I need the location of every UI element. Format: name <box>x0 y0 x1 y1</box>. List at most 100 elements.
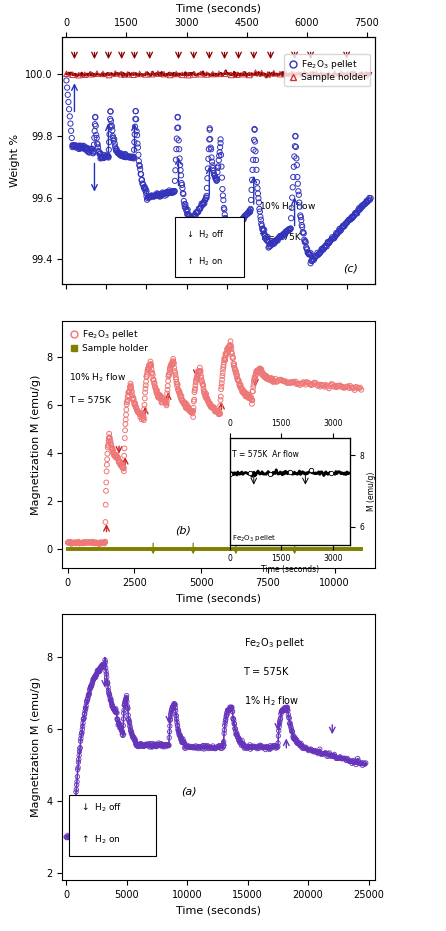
Point <box>215 148 223 163</box>
Point <box>120 464 128 479</box>
Point <box>83 535 91 550</box>
Point <box>257 363 264 378</box>
Point <box>70 138 77 153</box>
Point <box>79 535 87 550</box>
Point <box>252 740 259 755</box>
Point <box>64 535 71 550</box>
Point <box>241 385 248 400</box>
Point <box>214 739 221 754</box>
Point <box>132 119 139 134</box>
Point <box>97 151 104 166</box>
Point <box>264 67 271 82</box>
Point <box>280 703 287 718</box>
Point <box>202 387 209 402</box>
Point <box>176 384 183 398</box>
Point <box>173 379 181 394</box>
Point <box>233 370 240 385</box>
Point <box>78 725 85 740</box>
Point <box>121 147 128 162</box>
Point <box>124 150 132 165</box>
Point <box>173 374 180 389</box>
Point <box>358 383 365 398</box>
Point <box>167 713 174 728</box>
Point <box>334 750 341 765</box>
Point <box>355 753 362 768</box>
Point <box>298 738 305 753</box>
Point <box>250 739 257 754</box>
Point <box>124 389 131 404</box>
Point <box>191 67 198 82</box>
Point <box>337 66 344 81</box>
Point <box>301 234 309 249</box>
Point <box>263 740 270 755</box>
Point <box>213 404 220 419</box>
Point <box>284 700 291 715</box>
Point <box>221 202 228 217</box>
Point <box>167 360 174 375</box>
Point <box>324 379 331 394</box>
Point <box>216 406 223 421</box>
Point <box>290 729 297 744</box>
Point <box>235 734 243 749</box>
Point <box>150 373 157 388</box>
Point <box>174 110 181 125</box>
Point <box>140 411 147 425</box>
Point <box>149 366 156 381</box>
Point <box>293 735 300 749</box>
Point <box>244 207 251 222</box>
Point <box>276 230 283 245</box>
Point <box>70 819 78 834</box>
Point <box>77 740 84 755</box>
Point <box>247 203 254 218</box>
Point <box>127 376 134 391</box>
Point <box>251 739 258 754</box>
Point <box>98 151 105 166</box>
Point <box>321 240 328 255</box>
Point <box>181 735 188 750</box>
Point <box>164 738 171 753</box>
Point <box>254 186 261 201</box>
Point <box>230 357 237 371</box>
Point <box>225 703 232 718</box>
Point <box>254 740 261 755</box>
Point <box>134 136 141 151</box>
Point <box>287 718 294 733</box>
Point <box>172 367 179 382</box>
Point <box>204 738 211 753</box>
Point <box>125 712 132 727</box>
Point <box>66 109 73 124</box>
Point <box>114 451 121 466</box>
Point <box>103 149 110 164</box>
Point <box>326 378 334 393</box>
Point <box>291 375 298 390</box>
Point <box>339 751 347 766</box>
Point <box>126 384 133 398</box>
Point <box>330 749 337 763</box>
Point <box>238 382 245 397</box>
Point <box>245 740 252 755</box>
Point <box>193 371 200 386</box>
Point <box>157 189 165 204</box>
Point <box>97 535 104 550</box>
Point <box>248 393 256 408</box>
Point <box>188 739 195 754</box>
Point <box>293 735 301 750</box>
Point <box>165 184 172 199</box>
Point <box>181 397 188 412</box>
Point <box>258 364 265 379</box>
Point <box>100 151 107 166</box>
Point <box>153 385 160 400</box>
Point <box>242 389 249 404</box>
Point <box>182 399 189 414</box>
Point <box>107 438 115 452</box>
Point <box>63 80 70 95</box>
Point <box>225 703 232 718</box>
Point <box>89 145 96 160</box>
Point <box>188 212 195 227</box>
Point <box>121 431 128 446</box>
Point <box>282 702 289 717</box>
Point <box>129 730 136 745</box>
Point <box>248 182 255 197</box>
Point <box>286 716 293 731</box>
Point <box>157 736 164 751</box>
